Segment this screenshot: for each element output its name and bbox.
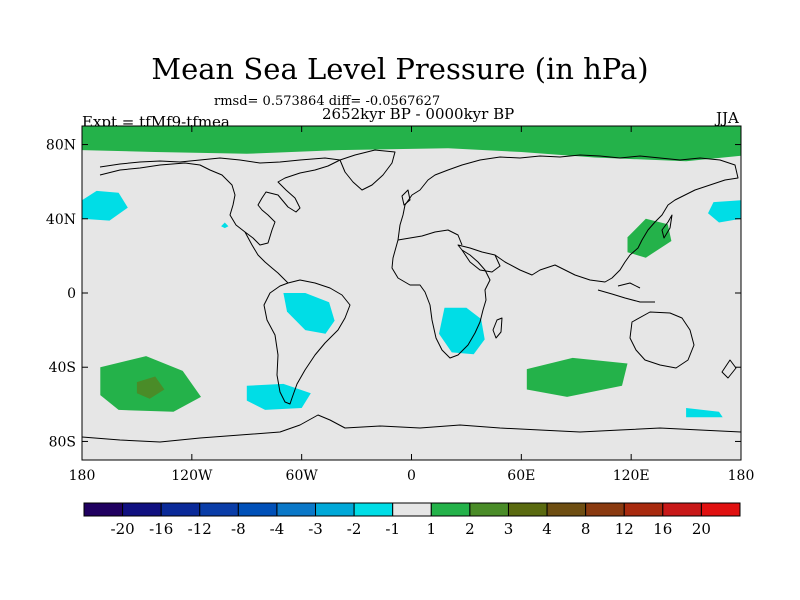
colorbar-label: 20 bbox=[692, 520, 711, 538]
coastline-central-america bbox=[244, 231, 289, 284]
coastline-japan bbox=[661, 214, 673, 239]
colorbar-label: 2 bbox=[465, 520, 475, 538]
x-tick-label: 60E bbox=[507, 468, 535, 484]
region-n-pacific-west-negative bbox=[708, 200, 741, 223]
region-southern-africa-negative bbox=[439, 307, 485, 355]
colorbar-swatch bbox=[315, 502, 355, 517]
colorbar-swatch bbox=[430, 502, 471, 517]
region-n-pacific-east-negative bbox=[82, 190, 128, 221]
x-tick-label: 120E bbox=[613, 468, 650, 484]
colorbar-swatch bbox=[83, 502, 124, 517]
colorbar-label: 16 bbox=[653, 520, 672, 538]
colorbar-label: 4 bbox=[542, 520, 552, 538]
x-tick-label: 180 bbox=[69, 468, 96, 484]
colorbar-swatch bbox=[623, 502, 664, 517]
colorbar-label: -1 bbox=[385, 520, 400, 538]
colorbar-label: 12 bbox=[615, 520, 634, 538]
coastline-eurasia-africa bbox=[391, 154, 739, 359]
colorbar-swatch bbox=[237, 502, 278, 517]
colorbar-swatch bbox=[276, 502, 317, 517]
colorbar-swatch bbox=[392, 502, 432, 517]
colorbar-label: -3 bbox=[308, 520, 323, 538]
colorbar-swatch bbox=[546, 502, 587, 517]
coastline-australia bbox=[629, 311, 695, 369]
coastline-madagascar bbox=[492, 317, 503, 339]
coastline-uk bbox=[401, 189, 411, 206]
y-tick-label: 40S bbox=[49, 360, 76, 376]
coastline-south-america bbox=[263, 279, 351, 405]
time-period-label: 2652kyr BP - 0000kyr BP bbox=[322, 105, 515, 123]
colorbar-label: 1 bbox=[427, 520, 437, 538]
coastline-mediterranean bbox=[397, 229, 463, 246]
colorbar-label: 3 bbox=[504, 520, 514, 538]
coastline-greenland bbox=[339, 149, 396, 191]
colorbar-label: -8 bbox=[231, 520, 246, 538]
colorbar-swatch bbox=[353, 502, 394, 517]
colorbar-label: -2 bbox=[347, 520, 362, 538]
colorbar-label: -16 bbox=[149, 520, 173, 538]
y-tick-label: 80N bbox=[46, 138, 76, 154]
colorbar-label: -12 bbox=[188, 520, 212, 538]
colorbar-label: 8 bbox=[581, 520, 591, 538]
x-tick-label: 60W bbox=[286, 468, 319, 484]
y-tick-label: 80S bbox=[49, 434, 76, 450]
region-south-america-negative bbox=[283, 293, 335, 334]
region-arctic-positive bbox=[82, 126, 741, 162]
colorbar-label: -20 bbox=[111, 520, 135, 538]
region-s-indian-positive bbox=[526, 357, 628, 397]
colorbar-swatch bbox=[507, 502, 548, 517]
coastline-antarctica bbox=[82, 414, 741, 443]
x-tick-label: 0 bbox=[407, 468, 416, 484]
map-title: Mean Sea Level Pressure (in hPa) bbox=[151, 52, 649, 86]
coastline-new-zealand bbox=[721, 359, 737, 379]
x-tick-label: 120W bbox=[171, 468, 213, 484]
region-s-pacific-core-positive bbox=[136, 376, 165, 399]
season-label: JJA bbox=[716, 109, 739, 127]
colorbar-swatch bbox=[662, 502, 702, 517]
rmsd-diff-stats: rmsd= 0.573864 diff= -0.0567627 bbox=[214, 94, 441, 109]
colorbar-swatch bbox=[160, 502, 201, 517]
x-tick-label: 180 bbox=[728, 468, 755, 484]
colorbar-swatch bbox=[585, 502, 625, 517]
coastline-arabia bbox=[461, 249, 501, 273]
y-tick-label: 0 bbox=[67, 286, 76, 302]
colorbar-swatch bbox=[199, 502, 239, 517]
region-n-america-small-negative bbox=[221, 222, 229, 229]
colorbar-swatch bbox=[700, 502, 741, 517]
colorbar-label: -4 bbox=[270, 520, 285, 538]
map-background bbox=[82, 126, 741, 460]
coastline-indonesia bbox=[597, 282, 655, 303]
colorbar-swatch bbox=[469, 502, 509, 517]
coastline-north-america bbox=[99, 157, 341, 246]
y-tick-label: 40N bbox=[46, 212, 76, 228]
region-southern-ocean-east-negative bbox=[686, 408, 723, 418]
colorbar-swatch bbox=[122, 502, 162, 517]
